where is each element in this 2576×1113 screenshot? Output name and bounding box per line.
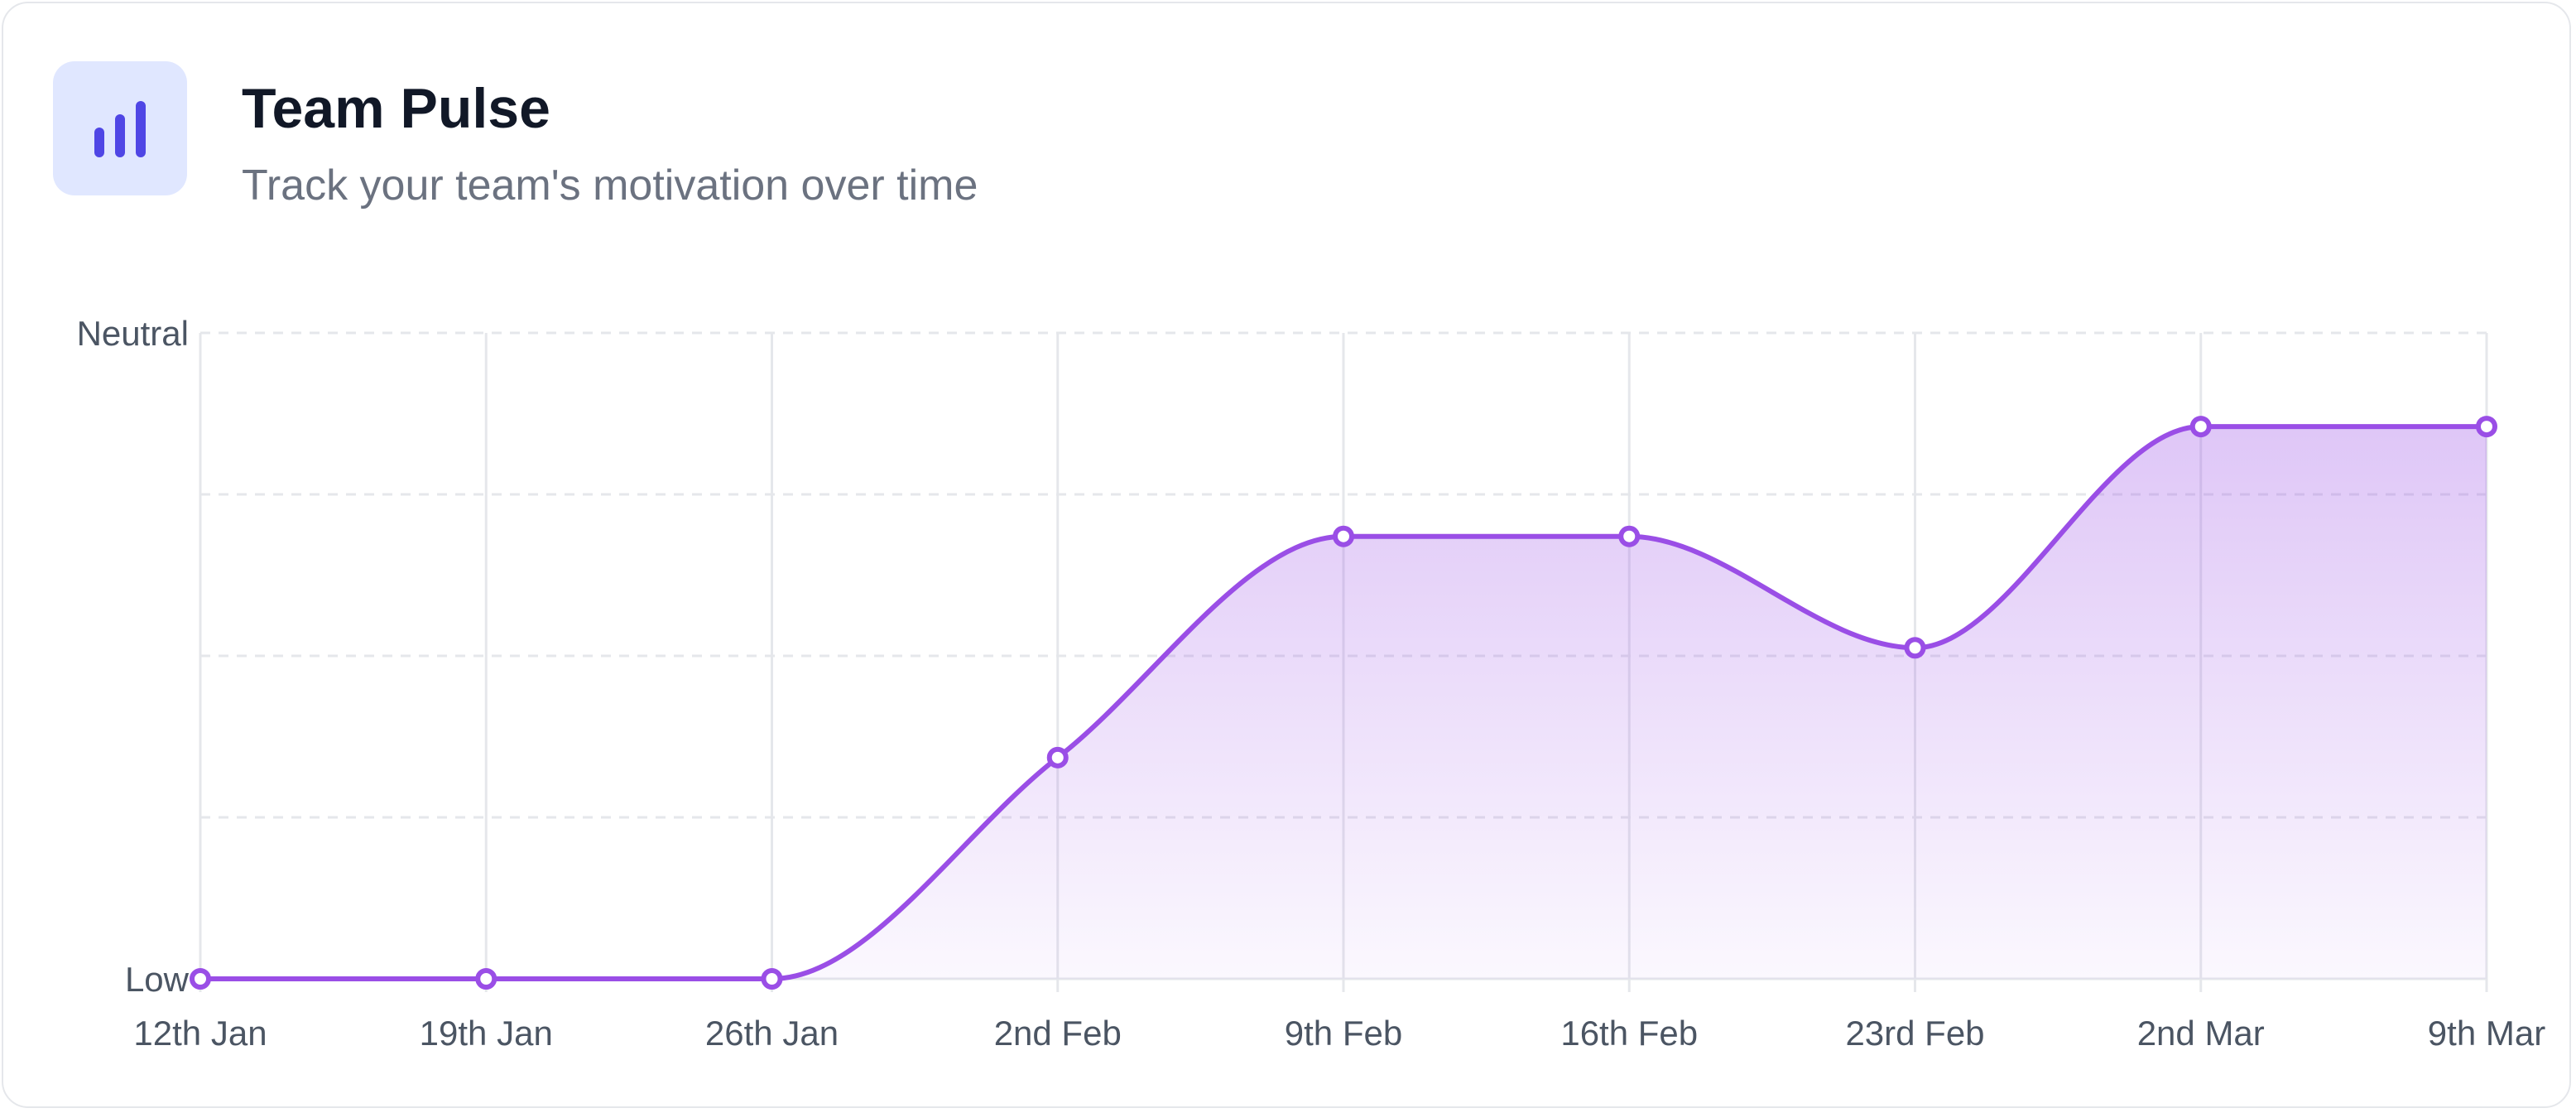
page-title: Team Pulse [242,77,550,140]
x-axis-tick-labels: 12th Jan 19th Jan 26th Jan 2nd Feb 9th Feb 16… [133,1014,2545,1053]
data-points [190,416,2497,990]
x-tick-label: 23rd Feb [1845,1014,1984,1053]
page-subtitle: Track your team's motivation over time [242,161,978,210]
data-point-8[interactable] [2189,416,2212,438]
y-tick-label-low: Low [125,960,190,999]
y-tick-label-neutral: Neutral [77,314,189,353]
data-point-5[interactable] [1333,525,1354,547]
x-tick-label: 2nd Feb [994,1014,1122,1053]
x-tick-label: 9th Mar [2428,1014,2545,1053]
x-tick-label: 16th Feb [1560,1014,1698,1053]
bar-chart-icon [53,61,187,195]
area-fill [200,426,2487,979]
data-point-3[interactable] [761,968,783,990]
x-tick-label: 26th Jan [705,1014,839,1053]
data-point-1[interactable] [190,968,211,990]
x-tick-label: 9th Feb [1285,1014,1402,1053]
data-point-7[interactable] [1904,637,1926,659]
x-tick-label: 2nd Mar [2137,1014,2265,1053]
data-point-6[interactable] [1618,525,1641,547]
data-point-2[interactable] [475,968,497,990]
y-axis-tick-labels: Low Neutral [77,314,190,999]
x-tick-label: 12th Jan [133,1014,267,1053]
data-point-9[interactable] [2476,416,2497,438]
data-point-4[interactable] [1046,746,1069,768]
x-tick-label: 19th Jan [420,1014,553,1053]
